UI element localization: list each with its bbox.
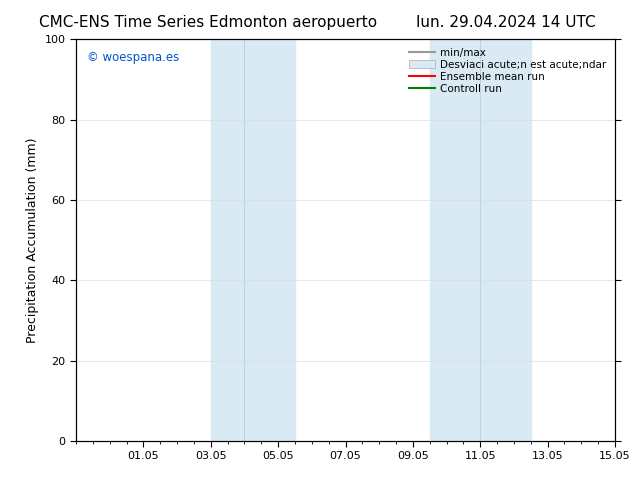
Legend: min/max, Desviaci acute;n est acute;ndar, Ensemble mean run, Controll run: min/max, Desviaci acute;n est acute;ndar… <box>406 45 610 97</box>
Text: CMC-ENS Time Series Edmonton aeropuerto        lun. 29.04.2024 14 UTC: CMC-ENS Time Series Edmonton aeropuerto … <box>39 15 595 30</box>
Text: © woespana.es: © woespana.es <box>87 51 179 64</box>
Bar <box>210 39 295 441</box>
Bar <box>430 39 531 441</box>
Y-axis label: Precipitation Accumulation (mm): Precipitation Accumulation (mm) <box>26 137 39 343</box>
